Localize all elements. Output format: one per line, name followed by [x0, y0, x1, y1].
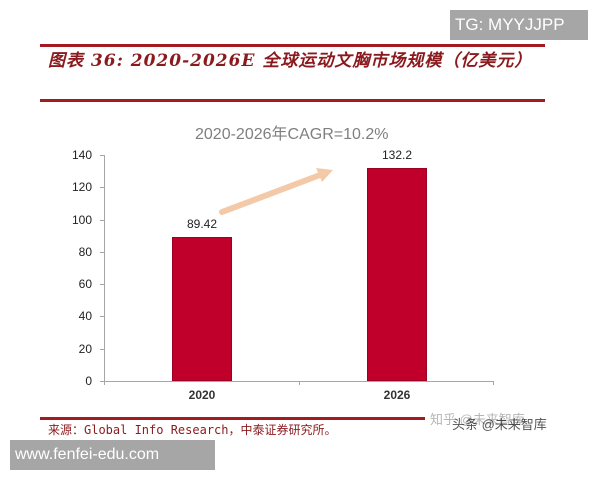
y-tick: [100, 155, 105, 156]
y-tick: [100, 348, 105, 350]
y-tick-label: 140: [71, 148, 92, 162]
y-tick-label: 40: [78, 309, 92, 324]
y-tick: [100, 187, 105, 189]
cagr-annotation: 2020-2026年CAGR=10.2%: [195, 126, 389, 143]
y-tick-label: 120: [71, 180, 92, 195]
zhihu-watermark: 知乎 @未来智库: [430, 412, 525, 427]
site-watermark: www.fenfei-edu.com: [10, 440, 215, 470]
title-underline-rule: [40, 99, 545, 102]
y-tick: [100, 251, 105, 253]
x-category-label: 2026: [383, 388, 411, 402]
y-tick-label: 80: [78, 244, 92, 259]
bar-value-label: 132.2: [381, 147, 413, 162]
chart-figure-title: 图表 36: 2020-2026E 全球运动文胸市场规模（亿美元）: [48, 51, 533, 71]
y-tick-label: 20: [78, 341, 92, 356]
x-tick: [104, 381, 105, 385]
y-tick-label: 100: [71, 212, 92, 227]
y-tick: [100, 284, 105, 286]
y-tick-label: 0: [85, 374, 92, 388]
bar-value-label: 89.42: [186, 216, 218, 231]
y-tick-label: 60: [78, 277, 92, 292]
x-category-label: 2020: [188, 388, 216, 402]
y-axis-line: [104, 155, 105, 381]
footer-rule: [40, 417, 425, 420]
y-tick: [100, 219, 105, 221]
toutiao-watermark: 头条 @未来智库: [452, 417, 547, 432]
bar-2026: [367, 167, 427, 381]
source-note: 来源：Global Info Research，中泰证券研究所。: [48, 423, 337, 437]
x-tick: [299, 381, 300, 385]
bar-2020: [172, 236, 232, 381]
y-tick: [100, 381, 105, 382]
y-tick: [100, 316, 105, 318]
tg-watermark: TG: MYYJJPP: [450, 10, 588, 40]
x-tick: [493, 381, 494, 385]
top-rule: [40, 44, 545, 47]
